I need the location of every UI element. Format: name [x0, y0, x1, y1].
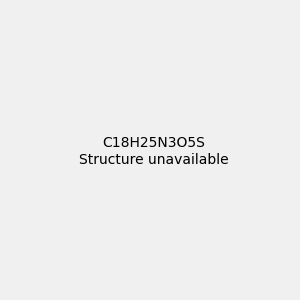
Text: C18H25N3O5S
Structure unavailable: C18H25N3O5S Structure unavailable — [79, 136, 229, 166]
